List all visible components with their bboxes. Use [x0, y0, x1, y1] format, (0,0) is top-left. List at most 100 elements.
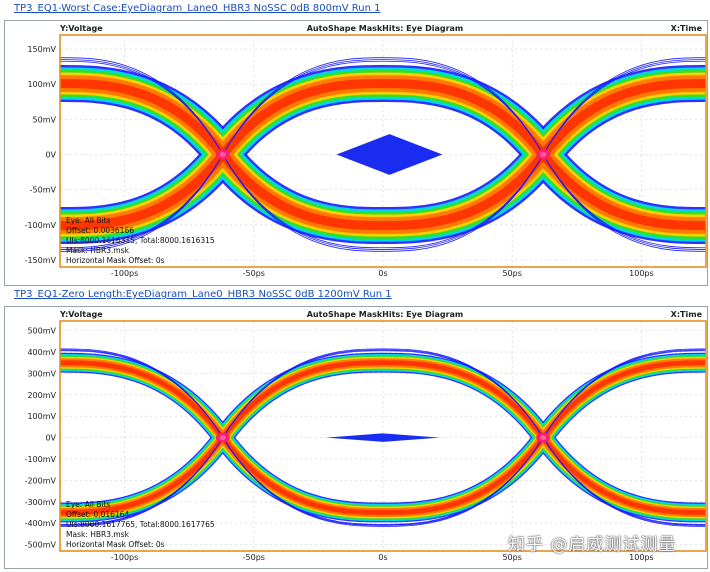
info-line: Mask: HBR3.msk	[66, 530, 130, 539]
eye-panel-1: TP3_EQ1-Worst Case:EyeDiagram_Lane0_HBR3…	[4, 3, 708, 286]
info-line: UIs:8000.1617765, Total:8000.1617765	[66, 520, 215, 529]
y-tick-label: -400mV	[25, 519, 57, 528]
y-tick-label: 300mV	[27, 369, 56, 378]
eye-traces	[60, 35, 706, 267]
eye-outer-trace	[222, 437, 544, 527]
plot-title: AutoShape MaskHits: Eye Diagram	[307, 24, 464, 33]
x-tick-label: -50ps	[243, 269, 265, 278]
x-tick-label: 100ps	[629, 269, 654, 278]
eye-outer-trace	[60, 154, 224, 252]
info-line: Offset: 0.016164	[66, 510, 129, 519]
eye-diagram-2: Y:Voltage AutoShape MaskHits: Eye Diagram…	[25, 310, 707, 562]
eye-trace-band	[60, 151, 227, 231]
eye-outer-trace	[222, 437, 544, 525]
info-line: Eye: All Bits	[66, 216, 111, 225]
eye-outer-trace	[542, 437, 706, 525]
eye-trace-band	[219, 151, 547, 231]
x-tick-label: 100ps	[629, 553, 654, 562]
info-line: Offset: 0.0036166	[66, 226, 134, 235]
eye-trace-band	[219, 78, 547, 158]
eye-outer-trace	[542, 154, 706, 249]
eye-outer-trace	[542, 60, 706, 155]
eye-trace-band	[60, 436, 225, 515]
y-tick-label: 150mV	[27, 45, 56, 54]
x-tick-label: 0s	[378, 269, 387, 278]
y-axis-label: Y:Voltage	[59, 310, 103, 319]
eye-outer-trace	[60, 154, 224, 250]
mask-diamond	[326, 433, 440, 442]
y-tick-label: -500mV	[25, 541, 57, 550]
y-tick-label: 100mV	[27, 412, 56, 421]
info-line: Eye: All Bits	[66, 500, 111, 509]
panel-1-frame: Y:Voltage AutoShape MaskHits: Eye Diagram…	[4, 20, 708, 286]
eye-outer-trace	[222, 350, 544, 438]
mask-diamond	[336, 134, 443, 175]
eye-outer-trace	[542, 348, 706, 438]
eye-outer-trace	[222, 60, 544, 155]
eye-outer-trace	[60, 60, 224, 155]
eye-outer-trace	[60, 57, 224, 155]
x-tick-label: -50ps	[243, 553, 265, 562]
y-tick-label: 500mV	[27, 327, 56, 336]
panel-2-title[interactable]: TP3_EQ1-Zero Length:EyeDiagram_Lane0_HBR…	[14, 289, 392, 300]
y-tick-label: -100mV	[25, 221, 57, 230]
eye-outer-trace	[542, 59, 706, 155]
eye-panel-2: TP3_EQ1-Zero Length:EyeDiagram_Lane0_HBR…	[0, 286, 710, 571]
info-line: Mask: HBR3.msk	[66, 246, 130, 255]
y-tick-label: -200mV	[25, 476, 57, 485]
y-tick-label: -50mV	[30, 186, 57, 195]
eye-traces	[60, 321, 706, 551]
info-line: Horizontal Mask Offset: 0s	[66, 256, 165, 265]
eye-trace-band	[60, 78, 227, 158]
plot-border	[59, 320, 707, 552]
eye-diagram-1: Y:Voltage AutoShape MaskHits: Eye Diagram…	[25, 24, 707, 278]
crossing-hotspot-core	[219, 435, 226, 441]
eye-trace-band	[541, 360, 706, 440]
eye-trace-band	[60, 360, 225, 440]
eye-outer-trace	[222, 154, 544, 252]
eye-outer-trace	[542, 154, 706, 252]
y-tick-label: 0V	[45, 434, 56, 443]
eye-outer-trace	[542, 57, 706, 155]
eye-outer-trace	[222, 348, 544, 438]
y-axis-label: Y:Voltage	[59, 24, 103, 33]
eye-outer-trace	[542, 437, 706, 527]
y-tick-label: 200mV	[27, 391, 56, 400]
eye-outer-trace	[60, 59, 224, 155]
info-line: Horizontal Mask Offset: 0s	[66, 540, 165, 549]
eye-outer-trace	[60, 154, 224, 249]
x-axis-label: X:Time	[671, 24, 703, 33]
watermark-text: 知乎 @启威测试测量	[508, 535, 677, 555]
x-tick-label: 50ps	[502, 269, 521, 278]
eye-trace-band	[539, 78, 706, 158]
info-line: UIs:8000.1616315, Total:8000.1616315	[66, 236, 215, 245]
crossing-hotspot-core	[540, 152, 547, 158]
crossing-hotspot-core	[219, 152, 226, 158]
y-tick-label: -150mV	[25, 256, 57, 265]
plot-title: AutoShape MaskHits: Eye Diagram	[307, 310, 464, 319]
y-tick-label: 400mV	[27, 348, 56, 357]
y-tick-label: 100mV	[27, 80, 56, 89]
eye-outer-trace	[60, 437, 224, 527]
eye-outer-trace	[222, 59, 544, 155]
eye-outer-trace	[60, 350, 224, 438]
eye-trace-band	[220, 360, 546, 440]
eye-outer-trace	[542, 350, 706, 438]
eye-trace-band	[220, 436, 546, 515]
eye-trace-band	[539, 151, 706, 231]
x-tick-label: -100ps	[111, 269, 138, 278]
eye-trace-band	[541, 436, 706, 515]
x-tick-label: 0s	[378, 553, 387, 562]
x-axis-label: X:Time	[671, 310, 703, 319]
y-tick-label: -300mV	[25, 498, 57, 507]
y-tick-label: -100mV	[25, 455, 57, 464]
x-tick-label: -100ps	[111, 553, 138, 562]
crossing-hotspot-core	[540, 435, 547, 441]
panel-2-frame: Y:Voltage AutoShape MaskHits: Eye Diagram…	[4, 306, 708, 569]
panel-1-title[interactable]: TP3_EQ1-Worst Case:EyeDiagram_Lane0_HBR3…	[14, 3, 381, 14]
y-tick-label: 0V	[45, 151, 56, 160]
eye-outer-trace	[222, 57, 544, 155]
y-tick-label: 50mV	[33, 115, 57, 124]
plot-border	[59, 34, 707, 268]
eye-outer-trace	[60, 437, 224, 525]
